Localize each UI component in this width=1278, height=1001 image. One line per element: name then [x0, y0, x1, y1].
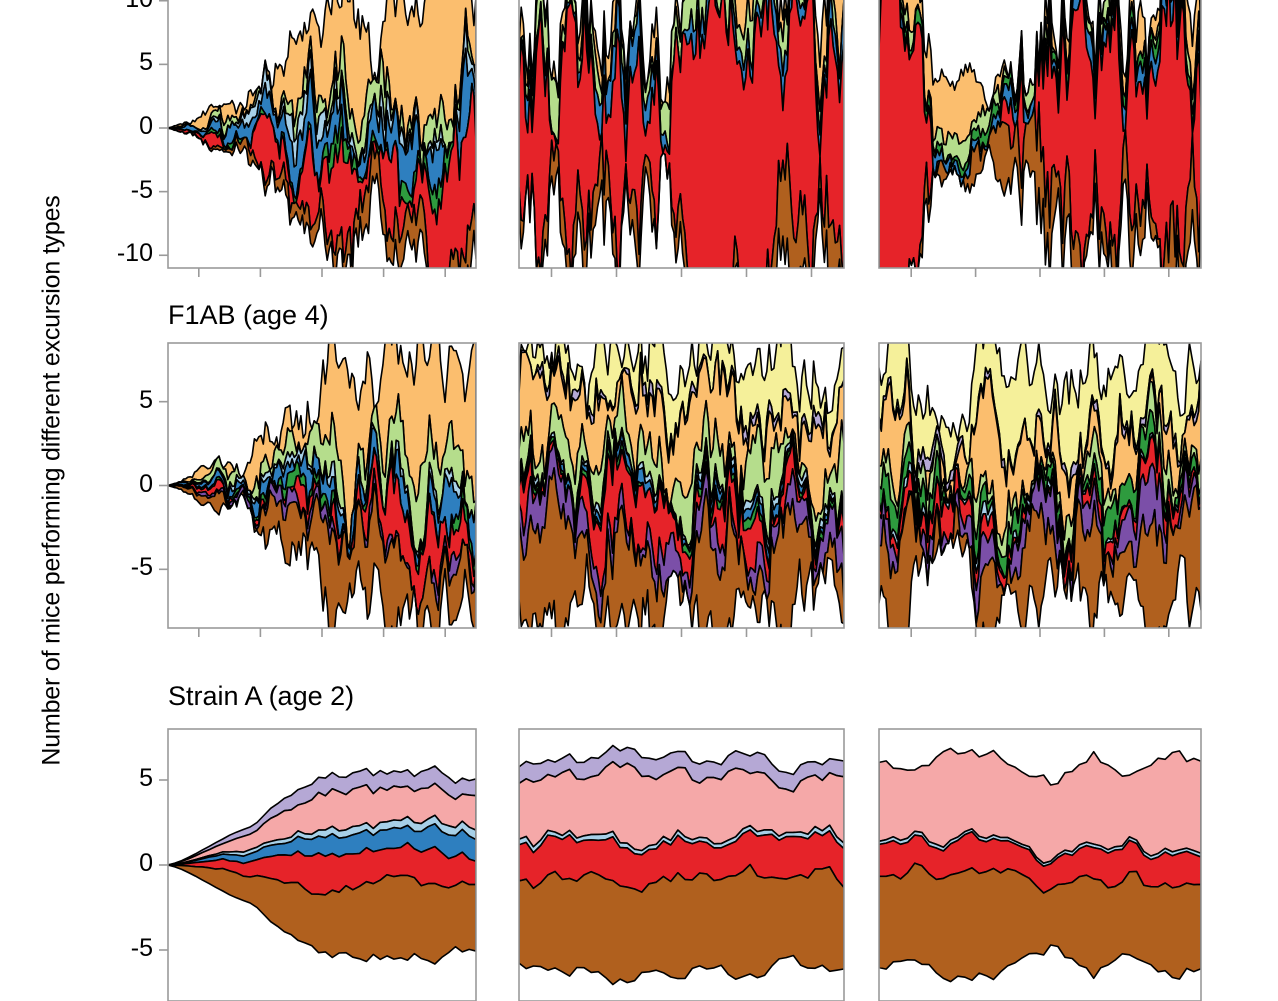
- panel-r3-c1: [159, 728, 477, 1001]
- row-title-strain-a: Strain A (age 2): [168, 681, 355, 711]
- panel-r2-c3: [878, 342, 1202, 637]
- stream-band-brown: [879, 862, 1201, 983]
- panel-frame: [878, 728, 1202, 1001]
- stream-band-brown: [519, 467, 844, 628]
- panel-r1-c3: [878, 0, 1202, 277]
- y-tick-label: 10: [99, 0, 153, 14]
- y-tick-label: 0: [139, 849, 153, 877]
- row-title-f1ab: F1AB (age 4): [168, 300, 329, 330]
- panel-r2-c1: [159, 342, 477, 637]
- stream-band-red: [519, 0, 844, 268]
- stream-band-brown: [168, 127, 476, 268]
- panel-r1-c2: [518, 0, 845, 277]
- y-tick-label: 5: [139, 385, 153, 414]
- stream-band-brown: [879, 484, 1201, 628]
- y-tick-label: 5: [139, 48, 153, 77]
- y-tick-label: -10: [116, 239, 153, 268]
- stream-band-brown: [519, 863, 844, 986]
- y-tick-label: -5: [130, 934, 153, 962]
- panel-frame: [518, 728, 845, 1001]
- stream-band-brown: [879, 101, 1201, 268]
- stream-band-brown: [519, 132, 844, 268]
- y-tick-label: 5: [139, 764, 153, 792]
- panel-r3-c3: [878, 728, 1202, 1001]
- panel-r1-c1: [159, 0, 477, 277]
- stream-band-brown: [168, 864, 476, 965]
- panel-r2-c2: [518, 342, 845, 637]
- stream-band-brown: [168, 482, 476, 628]
- y-tick-label: -5: [130, 553, 153, 582]
- y-axis-label: Number of mice performing different excu…: [37, 195, 66, 766]
- panel-r3-c2: [518, 728, 845, 1001]
- y-tick-label: -5: [130, 175, 153, 204]
- y-tick-label: 0: [139, 469, 153, 498]
- y-tick-label: 0: [139, 112, 153, 140]
